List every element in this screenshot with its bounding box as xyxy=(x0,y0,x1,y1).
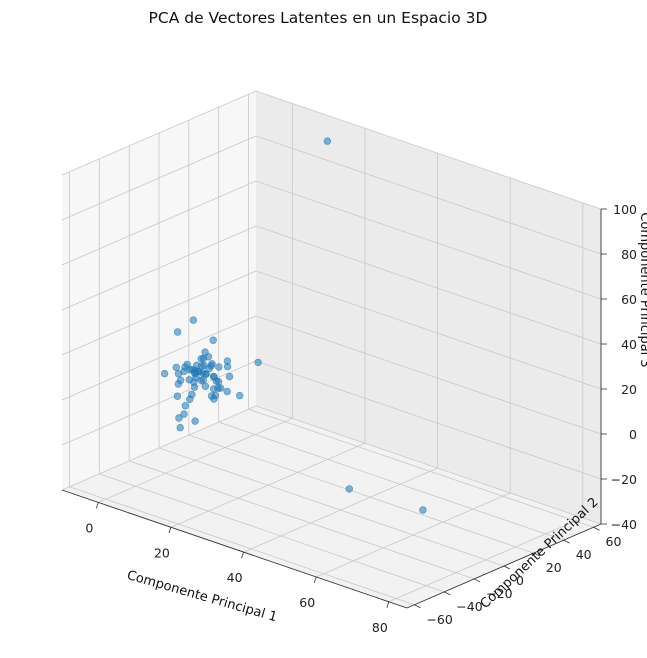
y-tick-label: −60 xyxy=(426,612,452,627)
y-tick-mark xyxy=(473,578,481,583)
axis-panes xyxy=(62,91,601,608)
data-point xyxy=(174,380,183,388)
y-tick-mark xyxy=(414,604,421,609)
axis-lines xyxy=(61,208,607,609)
data-point xyxy=(208,360,216,368)
x-tick-mark xyxy=(95,502,99,509)
data-point xyxy=(212,377,221,385)
data-point xyxy=(201,382,210,390)
z-tick-label: 80 xyxy=(621,247,637,262)
data-point xyxy=(199,376,207,384)
x-tick-mark xyxy=(168,527,172,534)
z-tick-label: 0 xyxy=(629,427,637,442)
x-tick-mark xyxy=(313,576,317,584)
z-axis-label: Componente Principal 3 xyxy=(637,212,647,367)
z-gridline xyxy=(61,180,602,300)
data-point xyxy=(173,392,182,400)
data-point xyxy=(254,358,262,367)
data-point xyxy=(236,391,244,400)
data-point xyxy=(215,363,223,371)
z-tick-label: −20 xyxy=(611,472,637,487)
z-gridline xyxy=(61,225,602,345)
grid-lines xyxy=(61,90,602,606)
x-tick-label: 40 xyxy=(227,570,243,585)
chart-title: PCA de Vectores Latentes en un Espacio 3… xyxy=(149,9,488,27)
data-point xyxy=(209,336,217,344)
z-gridline xyxy=(61,90,602,210)
data-point xyxy=(160,369,169,378)
z-tick-label: 100 xyxy=(613,202,637,217)
y-tick-mark xyxy=(503,565,511,570)
z-gridline xyxy=(61,270,602,390)
z-gridline xyxy=(61,405,602,525)
data-point xyxy=(223,357,232,365)
y-tick-label: 0 xyxy=(516,573,524,588)
data-point xyxy=(323,137,332,145)
data-point xyxy=(186,395,194,403)
data-point xyxy=(217,384,225,392)
y-tick-label: 40 xyxy=(576,547,592,562)
y-tick-label: 60 xyxy=(606,534,622,549)
data-point xyxy=(223,387,231,396)
data-point xyxy=(201,348,209,356)
y-tick-mark xyxy=(593,526,600,531)
x-tick-label: 60 xyxy=(299,595,315,610)
x-tick-label: 80 xyxy=(372,620,388,635)
y-tick-mark xyxy=(533,552,541,557)
data-point xyxy=(173,328,182,336)
z-gridline xyxy=(61,315,602,435)
data-point xyxy=(183,360,191,369)
back-pane xyxy=(256,91,601,524)
y-tick-mark xyxy=(444,591,451,596)
tick-labels: 0 20 40 60 80 −60 −40 −20 0 20 40 60 −40 −20 0 20 40 60 80… xyxy=(85,202,637,635)
data-point xyxy=(190,383,199,391)
data-point xyxy=(419,506,427,514)
data-point xyxy=(207,392,216,400)
z-tick-label: −40 xyxy=(611,517,637,532)
z-tick-label: 20 xyxy=(621,382,637,397)
x-tick-mark xyxy=(241,551,244,559)
data-point xyxy=(176,423,184,432)
data-point xyxy=(225,372,234,381)
data-point xyxy=(172,363,181,372)
y-tick-label: 20 xyxy=(546,560,562,575)
x-tick-label: 20 xyxy=(154,545,170,560)
x-axis-line xyxy=(61,489,408,609)
data-points xyxy=(160,137,427,514)
x-tick-label: 0 xyxy=(85,520,93,535)
y-tick-label: −40 xyxy=(456,599,482,614)
data-point xyxy=(191,370,199,378)
x-axis-label: Componente Principal 1 xyxy=(125,568,279,625)
z-tick-label: 60 xyxy=(621,292,637,307)
data-point xyxy=(345,485,353,493)
data-point xyxy=(180,410,188,418)
data-point xyxy=(189,316,198,324)
data-point xyxy=(202,370,210,378)
y-tick-mark xyxy=(563,539,570,544)
y-tick-label: −20 xyxy=(486,586,512,601)
z-tick-label: 40 xyxy=(621,337,637,352)
z-gridline xyxy=(61,135,602,255)
x-tick-mark xyxy=(386,601,390,608)
data-point xyxy=(181,402,190,410)
data-point xyxy=(175,414,183,422)
data-point xyxy=(191,417,199,425)
data-point xyxy=(180,367,188,376)
